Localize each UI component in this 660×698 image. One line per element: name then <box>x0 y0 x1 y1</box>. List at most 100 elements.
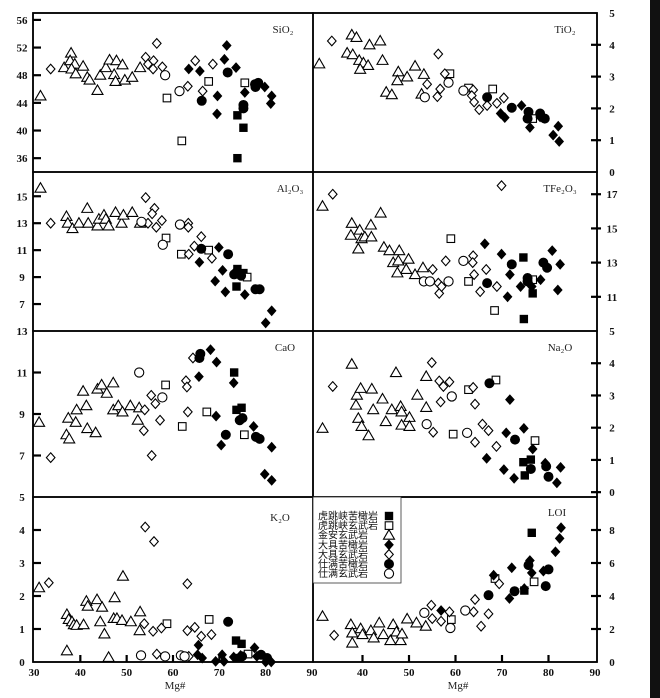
data-point <box>220 429 231 440</box>
data-point <box>525 463 536 474</box>
data-point <box>66 221 79 234</box>
data-point <box>446 391 457 402</box>
data-point <box>206 628 217 641</box>
data-point <box>111 399 125 411</box>
y-tick-label: 11 <box>607 292 617 304</box>
data-point <box>162 619 172 629</box>
data-point <box>174 219 186 230</box>
data-point <box>345 636 359 648</box>
panel-3: 11 13 15 17 TFe₂O₃ <box>312 171 619 332</box>
data-point <box>223 616 234 627</box>
legend-label: 仕满玄武岩 <box>318 567 368 580</box>
data-point <box>161 380 170 390</box>
data-point <box>496 180 507 192</box>
data-point <box>72 216 86 228</box>
data-point <box>379 414 393 427</box>
y-tick-label: 0 <box>19 657 25 669</box>
data-point <box>469 268 480 281</box>
series-6 <box>419 77 469 103</box>
data-point <box>229 368 239 377</box>
data-point <box>390 74 404 86</box>
data-point <box>541 461 552 472</box>
x-tick-label: 40 <box>75 667 87 679</box>
data-point <box>181 381 192 393</box>
series-2 <box>316 609 433 648</box>
data-point <box>353 223 367 235</box>
data-point <box>468 381 479 394</box>
data-point <box>157 392 168 403</box>
data-point <box>446 234 456 244</box>
data-point <box>346 48 360 60</box>
data-point <box>345 357 359 369</box>
data-point <box>519 253 528 262</box>
data-point <box>250 81 261 92</box>
legend-label: 虎跳峡玄武岩 <box>318 519 378 532</box>
data-point <box>496 248 507 260</box>
data-point <box>373 34 387 46</box>
data-point <box>76 59 90 71</box>
data-point <box>552 284 563 296</box>
data-point <box>182 406 193 418</box>
data-point <box>475 286 486 298</box>
data-point <box>428 426 439 438</box>
data-point <box>238 103 249 114</box>
data-point <box>139 618 150 630</box>
x-tick-label: 60 <box>168 667 180 679</box>
data-point <box>522 276 533 287</box>
data-point <box>383 244 396 256</box>
legend-marker <box>382 528 396 540</box>
data-point <box>550 546 561 558</box>
data-point <box>146 449 157 462</box>
data-point <box>438 380 449 393</box>
data-point <box>515 281 526 292</box>
data-point <box>57 61 71 73</box>
data-point <box>351 411 365 423</box>
data-point <box>222 67 233 78</box>
legend-marker <box>384 521 394 530</box>
legend-marker <box>383 568 395 579</box>
y-tick-label: 17 <box>607 189 619 201</box>
data-point <box>522 113 533 124</box>
data-point <box>506 259 517 270</box>
data-point <box>93 68 107 80</box>
series-5 <box>484 378 554 482</box>
series-6 <box>419 605 471 634</box>
data-point <box>182 578 193 590</box>
data-point <box>446 615 456 624</box>
data-point <box>383 633 397 646</box>
data-point <box>553 120 564 132</box>
data-point <box>464 277 473 286</box>
y-tick-label: 15 <box>607 223 619 235</box>
series-5 <box>196 243 265 295</box>
data-point <box>133 605 147 617</box>
series-6 <box>159 70 185 97</box>
data-point <box>506 562 517 574</box>
data-point <box>124 615 138 627</box>
data-point <box>189 621 200 633</box>
data-point <box>435 83 446 95</box>
data-point <box>374 206 388 218</box>
data-point <box>81 216 95 228</box>
data-point <box>240 430 249 440</box>
data-point <box>61 411 75 423</box>
series-1 <box>162 615 253 659</box>
data-point <box>353 62 367 74</box>
data-point <box>436 280 447 293</box>
data-point <box>506 102 517 113</box>
data-point <box>97 627 111 639</box>
series-6 <box>134 367 168 403</box>
data-point <box>526 455 536 464</box>
plot-frame <box>32 12 598 663</box>
data-point <box>151 37 162 50</box>
data-point <box>266 441 277 453</box>
data-point <box>45 217 56 229</box>
data-point <box>316 609 329 621</box>
data-point <box>363 38 376 50</box>
series-4 <box>327 180 507 300</box>
data-point <box>469 593 481 606</box>
data-point <box>239 123 248 132</box>
data-point <box>32 581 46 593</box>
data-point <box>364 218 378 230</box>
data-point <box>69 415 83 427</box>
